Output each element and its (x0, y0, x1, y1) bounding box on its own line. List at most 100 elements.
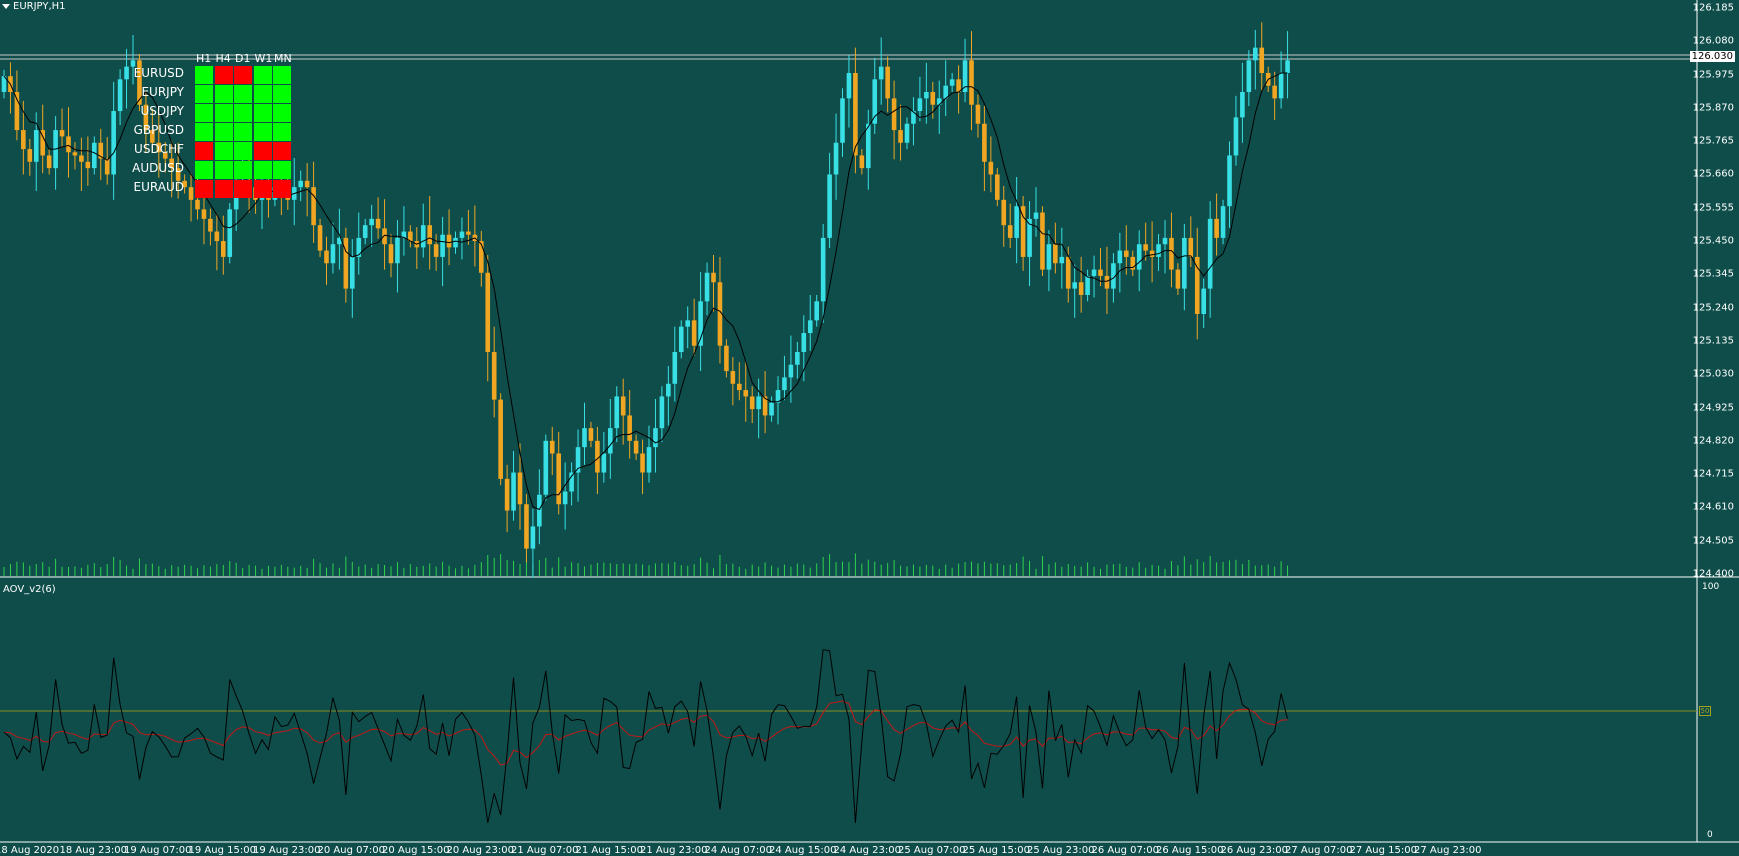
matrix-signal-cell (195, 180, 213, 198)
candle-body (795, 352, 800, 365)
matrix-signal-cell (253, 104, 272, 122)
candle-body (930, 92, 936, 105)
matrix-signal-cell (195, 142, 213, 160)
volume-bars (3, 553, 1289, 576)
candle-body (530, 526, 536, 549)
candle-body (962, 60, 968, 93)
matrix-pair-label: EURJPY (141, 85, 184, 99)
candle-body (214, 231, 220, 242)
candle-body (807, 320, 813, 334)
matrix-pair-label: USDJPY (140, 104, 184, 118)
candle-body (182, 180, 187, 188)
matrix-signal-cell (234, 180, 252, 198)
candle-body (324, 250, 329, 264)
time-axis-label: 27 Aug 15:00 (1349, 845, 1417, 856)
indicator-title: AOV_v2(6) (3, 584, 56, 595)
candle-body (1091, 269, 1097, 276)
candle-body (466, 231, 471, 235)
candle-body (1059, 256, 1065, 264)
time-axis-label: 25 Aug 15:00 (962, 845, 1030, 856)
matrix-pair-label: AUDUSD (132, 161, 184, 175)
candle-body (21, 130, 26, 150)
candle-body (982, 123, 987, 162)
candle-body (601, 453, 607, 473)
matrix-signal-cell (234, 104, 252, 122)
time-axis-label: 24 Aug 07:00 (704, 845, 772, 856)
candle-body (653, 428, 658, 448)
time-axis-label: 18 Aug 23:00 (59, 845, 127, 856)
candle-body (1124, 250, 1129, 257)
matrix-signal-cell (195, 161, 213, 179)
matrix-signal-cell (214, 142, 233, 160)
candle-body (195, 199, 200, 210)
matrix-signal-cell (273, 104, 291, 122)
time-axis-label: 27 Aug 07:00 (1285, 845, 1353, 856)
candle-body (504, 478, 510, 511)
candle-body (737, 383, 742, 391)
candle-body (491, 352, 497, 400)
candle-body (1272, 85, 1277, 99)
matrix-pair-label: USDCHF (134, 142, 184, 156)
chart-title[interactable]: EURJPY,H1 (2, 1, 66, 12)
candle-body (330, 244, 336, 264)
matrix-signal-cell (234, 123, 252, 141)
candle-body (382, 228, 387, 245)
candle-body (582, 428, 587, 448)
matrix-signal-cell (214, 85, 233, 103)
candle-series (1, 22, 1290, 578)
candle-body (1065, 256, 1071, 289)
price-axis-label: 125.345 (1692, 268, 1734, 280)
candle-body (646, 447, 652, 473)
candle-body (969, 60, 974, 105)
candle-body (175, 168, 181, 181)
candle-body (866, 123, 871, 169)
candle-body (46, 155, 52, 169)
candle-body (511, 472, 516, 511)
candle-body (66, 136, 71, 153)
price-axis-label: 125.135 (1692, 335, 1734, 347)
candle-body (1169, 237, 1174, 270)
candle-body (1098, 269, 1103, 276)
candle-body (743, 390, 749, 397)
candle-body (85, 161, 91, 169)
oscillator-lines (3, 649, 1288, 823)
candle-body (704, 272, 710, 302)
candle-body (788, 364, 794, 378)
candle-body (608, 428, 613, 454)
candle-body (1014, 206, 1019, 238)
matrix-signal-cell (253, 123, 272, 141)
candle-body (1020, 206, 1026, 257)
candle-body (1149, 250, 1155, 257)
matrix-timeframe-header: H4 (215, 52, 231, 65)
candle-body (143, 104, 149, 131)
candle-body (375, 218, 381, 229)
matrix-signal-cell (253, 66, 272, 84)
time-axis-label: 21 Aug 07:00 (511, 845, 579, 856)
candle-body (1078, 282, 1084, 295)
matrix-timeframe-header: MN (274, 52, 292, 65)
matrix-signal-cell (214, 66, 233, 84)
time-axis-label: 26 Aug 23:00 (1220, 845, 1288, 856)
candle-body (1162, 237, 1168, 245)
matrix-signal-cell (253, 85, 272, 103)
price-axis-label: 125.555 (1692, 202, 1734, 214)
osc-level-max: 100 (1702, 582, 1720, 592)
matrix-signal-cell (234, 161, 252, 179)
price-axis-label: 125.975 (1692, 69, 1734, 81)
current-price-tag: 126.030 (1689, 51, 1735, 62)
candle-body (943, 85, 948, 99)
candle-body (1072, 282, 1077, 289)
candle-body (588, 428, 594, 441)
price-axis-label: 125.870 (1692, 102, 1734, 114)
price-axis-label: 124.505 (1692, 535, 1734, 547)
price-axis-label: 125.240 (1692, 302, 1734, 314)
time-axis-label: 26 Aug 07:00 (1091, 845, 1159, 856)
symbol-label: EURJPY,H1 (13, 1, 66, 12)
candle-body (169, 158, 174, 169)
candle-body (1227, 155, 1232, 207)
price-axis-label: 125.450 (1692, 235, 1734, 247)
candle-body (853, 73, 858, 156)
chevron-down-icon[interactable] (2, 4, 10, 9)
candle-body (356, 237, 362, 257)
